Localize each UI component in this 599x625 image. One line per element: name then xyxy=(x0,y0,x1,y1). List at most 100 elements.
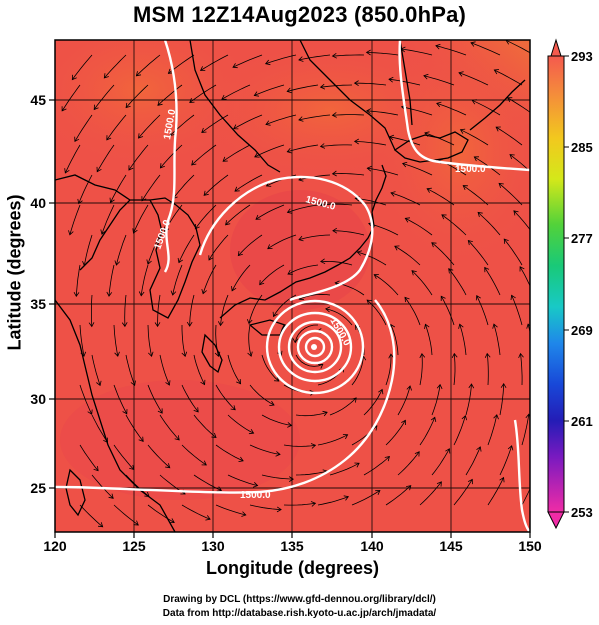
streamline xyxy=(259,264,285,285)
contour-1500-right xyxy=(513,419,530,532)
streamline-arrowhead xyxy=(114,351,120,357)
streamline-arrowhead xyxy=(459,128,466,134)
streamline-arrowhead xyxy=(193,407,199,413)
streamline-arrowhead xyxy=(342,434,349,440)
streamline xyxy=(79,444,99,471)
streamline-arrowhead xyxy=(404,296,410,303)
streamline-arrowhead xyxy=(540,445,545,450)
typhoon-ring-4 xyxy=(296,329,334,365)
streamline-arrowhead xyxy=(492,323,498,329)
streamline xyxy=(124,294,127,327)
streamline-arrowhead xyxy=(103,73,109,79)
streamline-arrowhead xyxy=(366,299,372,305)
streamline xyxy=(389,136,421,146)
streamline xyxy=(401,48,433,56)
streamline xyxy=(201,114,229,133)
streamline-arrowhead xyxy=(133,520,139,526)
streamline-arrowhead xyxy=(93,466,99,472)
streamline xyxy=(125,354,136,386)
streamline-arrowhead xyxy=(201,460,207,466)
contour-label: 1500.0 xyxy=(455,164,486,175)
streamline-arrowhead xyxy=(318,363,324,369)
streamline-arrowhead xyxy=(169,518,175,524)
streamline xyxy=(249,504,282,510)
streamline-arrowhead xyxy=(435,43,441,50)
streamline xyxy=(495,126,523,146)
streamline xyxy=(93,84,115,110)
streamline xyxy=(462,185,489,206)
streamline xyxy=(320,260,353,266)
streamline xyxy=(332,54,365,57)
streamline xyxy=(367,167,399,176)
streamline-arrowhead xyxy=(286,87,292,94)
streamline xyxy=(499,383,505,416)
streamline-arrowhead xyxy=(132,228,138,234)
streamline xyxy=(71,54,93,80)
streamline-arrowhead xyxy=(135,71,142,77)
streamline-arrowhead xyxy=(461,414,468,421)
streamline-arrowhead xyxy=(445,448,451,454)
streamline xyxy=(498,183,523,206)
cool-patch xyxy=(60,380,300,500)
streamline-arrowhead xyxy=(267,244,273,250)
y-axis-label: Latitude (degrees) xyxy=(4,194,25,351)
y-tick-label: 30 xyxy=(30,391,46,407)
streamline xyxy=(128,144,149,171)
streamline xyxy=(385,420,406,446)
streamline-arrowhead xyxy=(390,191,396,197)
streamline-arrowhead xyxy=(234,186,240,192)
streamline-arrowhead xyxy=(476,446,482,452)
streamline xyxy=(227,474,258,486)
streamline-arrowhead xyxy=(167,68,174,74)
streamline xyxy=(298,54,331,61)
streamline xyxy=(181,444,207,466)
streamline-arrowhead xyxy=(274,376,280,382)
streamline xyxy=(411,270,433,296)
streamline xyxy=(208,234,229,261)
streamline xyxy=(431,384,441,416)
colorbar: 293 285 277 269 261 253 xyxy=(547,38,593,530)
streamline xyxy=(265,54,297,65)
streamline-arrowhead xyxy=(100,229,106,235)
streamline xyxy=(484,267,501,296)
streamline-arrowhead xyxy=(248,428,255,435)
streamline-arrowhead xyxy=(366,165,372,172)
streamline xyxy=(534,445,544,475)
streamline xyxy=(96,144,115,172)
streamline-arrowhead xyxy=(238,456,244,462)
streamline-arrowhead xyxy=(138,133,144,139)
streamline-arrowhead xyxy=(510,294,516,301)
streamline-arrowhead xyxy=(148,351,154,358)
wind-streamlines xyxy=(61,40,545,528)
coastline-manchuria xyxy=(55,174,150,271)
streamline xyxy=(390,192,421,206)
streamline-arrowhead xyxy=(129,464,135,471)
streamline-arrowhead xyxy=(467,478,473,485)
streamline-arrowhead xyxy=(276,506,282,513)
streamline xyxy=(215,444,244,462)
x-tick-label: 130 xyxy=(201,538,225,554)
streamline xyxy=(265,114,297,125)
streamline xyxy=(295,354,323,367)
streamline xyxy=(465,383,472,416)
streamline-arrowhead xyxy=(298,116,304,122)
streamline xyxy=(503,238,523,266)
streamline-arrowhead xyxy=(128,165,134,171)
streamline xyxy=(79,384,93,415)
contour-1500-northeast xyxy=(398,40,530,172)
streamline-arrowhead xyxy=(200,379,206,386)
streamline xyxy=(317,496,349,506)
streamline xyxy=(227,354,241,384)
streamline-arrowhead xyxy=(484,352,491,358)
streamline-arrowhead xyxy=(259,280,265,286)
axis-ticks xyxy=(49,99,531,538)
streamline xyxy=(373,274,399,296)
streamline-arrowhead xyxy=(513,210,519,216)
streamline xyxy=(394,245,421,266)
streamline-arrowhead xyxy=(509,154,515,160)
streamline xyxy=(320,144,353,147)
streamline-arrowhead xyxy=(320,258,326,265)
streamline xyxy=(254,84,285,96)
figure-title: MSM 12Z14Aug2023 (850.0hPa) xyxy=(132,2,467,27)
streamline-arrowhead xyxy=(319,83,326,90)
